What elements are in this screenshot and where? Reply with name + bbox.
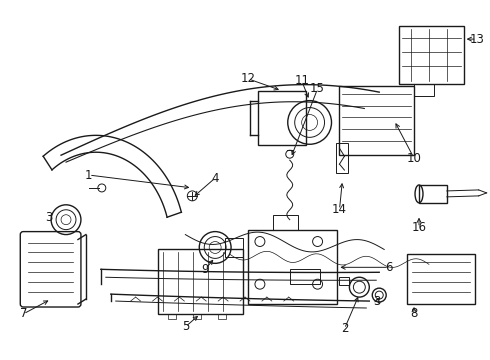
Text: 13: 13: [469, 33, 484, 46]
Bar: [169, 314, 176, 319]
Bar: [340, 277, 349, 285]
Bar: [248, 230, 338, 304]
Bar: [419, 185, 447, 203]
Text: 8: 8: [410, 307, 417, 320]
Bar: [225, 238, 243, 257]
Bar: [414, 84, 434, 96]
Bar: [407, 255, 475, 304]
Text: 5: 5: [182, 320, 189, 333]
Text: 6: 6: [386, 261, 393, 274]
Text: 11: 11: [294, 74, 309, 87]
Text: 1: 1: [85, 168, 93, 181]
Bar: [399, 26, 464, 84]
Bar: [290, 269, 319, 284]
Bar: [158, 249, 243, 314]
Text: 14: 14: [332, 203, 347, 216]
Text: 16: 16: [412, 221, 426, 234]
Bar: [337, 143, 348, 173]
Text: 4: 4: [211, 171, 219, 185]
Bar: [340, 86, 414, 155]
Text: 3: 3: [46, 211, 53, 224]
Text: 9: 9: [201, 263, 209, 276]
Text: 12: 12: [241, 72, 255, 85]
Bar: [273, 215, 298, 230]
Bar: [193, 314, 201, 319]
Text: 2: 2: [341, 322, 348, 336]
Bar: [258, 91, 306, 145]
Text: 10: 10: [407, 152, 421, 165]
Text: 15: 15: [310, 82, 325, 95]
Text: 7: 7: [20, 307, 27, 320]
Bar: [218, 314, 226, 319]
Text: 3: 3: [373, 294, 381, 307]
